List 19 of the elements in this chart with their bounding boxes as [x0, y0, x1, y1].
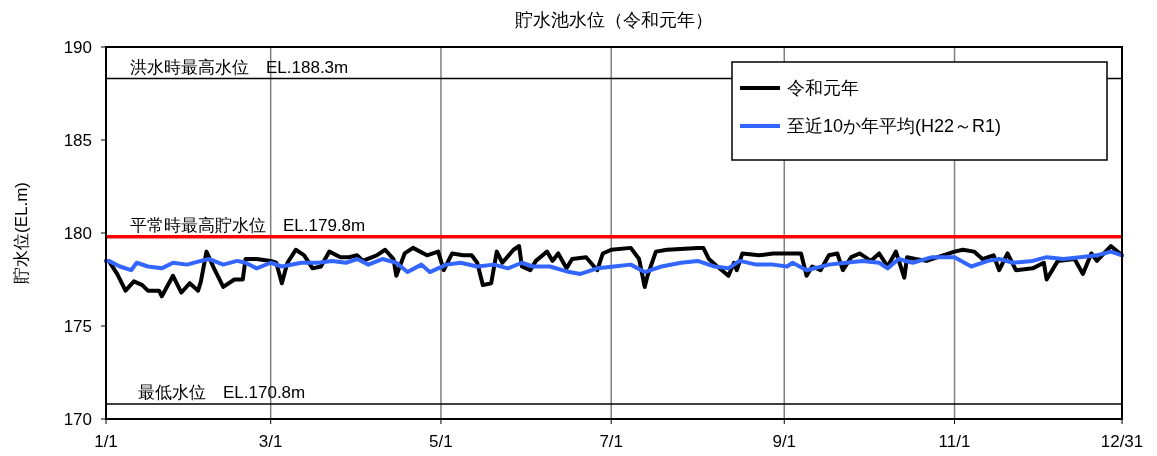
x-tick-label: 9/1	[772, 432, 797, 451]
y-axis-title: 貯水位(EL.m)	[12, 182, 31, 284]
ref-line-label: 最低水位 EL.170.8m	[138, 383, 306, 403]
x-tick-label: 11/1	[938, 432, 971, 451]
ref-line-label: 洪水時最高水位 EL.188.3m	[130, 57, 349, 77]
ref-line-label: 平常時最高貯水位 EL.179.8m	[130, 215, 366, 235]
x-tick-label: 7/1	[599, 432, 624, 451]
legend-label: 令和元年	[787, 78, 859, 98]
y-tick-label: 170	[63, 410, 92, 429]
y-tick-label: 190	[63, 38, 92, 57]
y-tick-label: 180	[63, 224, 92, 243]
legend-label: 至近10か年平均(H22～R1)	[787, 116, 1002, 136]
chart-title: 貯水池水位（令和元年）	[515, 10, 713, 30]
x-tick-label: 12/31	[1100, 432, 1144, 451]
x-tick-label: 1/1	[94, 432, 118, 451]
x-tick-label: 5/1	[429, 432, 453, 451]
y-tick-label: 175	[63, 317, 92, 336]
x-tick-label: 3/1	[258, 432, 283, 451]
y-tick-label: 185	[63, 131, 92, 150]
